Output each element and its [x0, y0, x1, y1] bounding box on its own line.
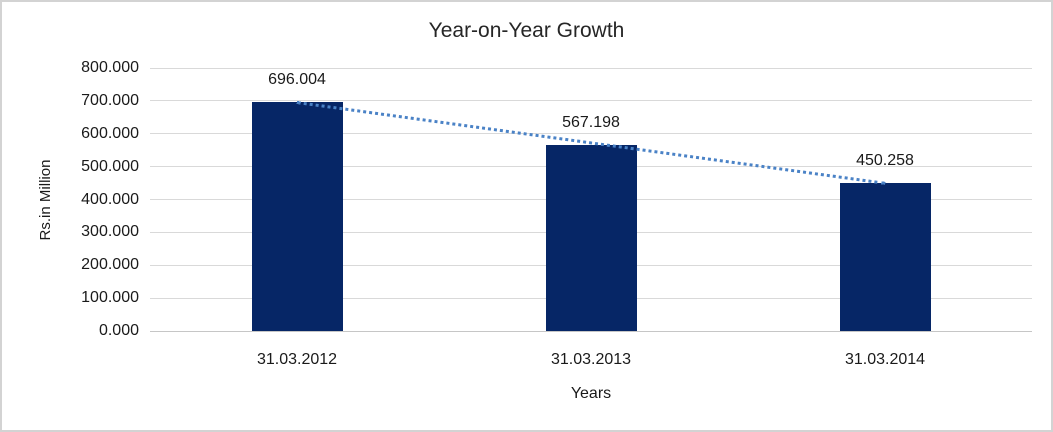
y-tick-label: 500.000 [81, 157, 139, 175]
y-tick-label: 700.000 [81, 91, 139, 109]
x-tick-label: 31.03.2012 [256, 351, 338, 368]
bar-value-label: 450.258 [856, 151, 914, 169]
y-tick-label: 400.000 [81, 190, 139, 208]
gridline [150, 100, 1032, 102]
gridline [150, 67, 1032, 69]
y-tick-label: 200.000 [81, 256, 139, 274]
bar [839, 182, 931, 331]
y-tick-label: 600.000 [81, 124, 139, 142]
bar-value-label: 696.004 [268, 71, 326, 89]
x-axis-title: Years [570, 385, 612, 402]
gridline [150, 133, 1032, 135]
y-tick-label: 300.000 [81, 223, 139, 241]
chart-title: Year-on-Year Growth [428, 19, 625, 42]
y-tick-label: 100.000 [81, 289, 139, 307]
bar [545, 144, 637, 331]
x-axis-line [150, 330, 1032, 332]
bar [251, 102, 343, 331]
x-tick-label: 31.03.2014 [844, 351, 926, 368]
x-tick-label: 31.03.2013 [550, 351, 632, 368]
plot-area: 696.004 567.198 450.258 [150, 67, 1032, 332]
y-tick-label: 0.000 [98, 322, 139, 339]
y-tick-label: 800.000 [81, 59, 139, 76]
bar-value-label: 567.198 [562, 113, 620, 131]
